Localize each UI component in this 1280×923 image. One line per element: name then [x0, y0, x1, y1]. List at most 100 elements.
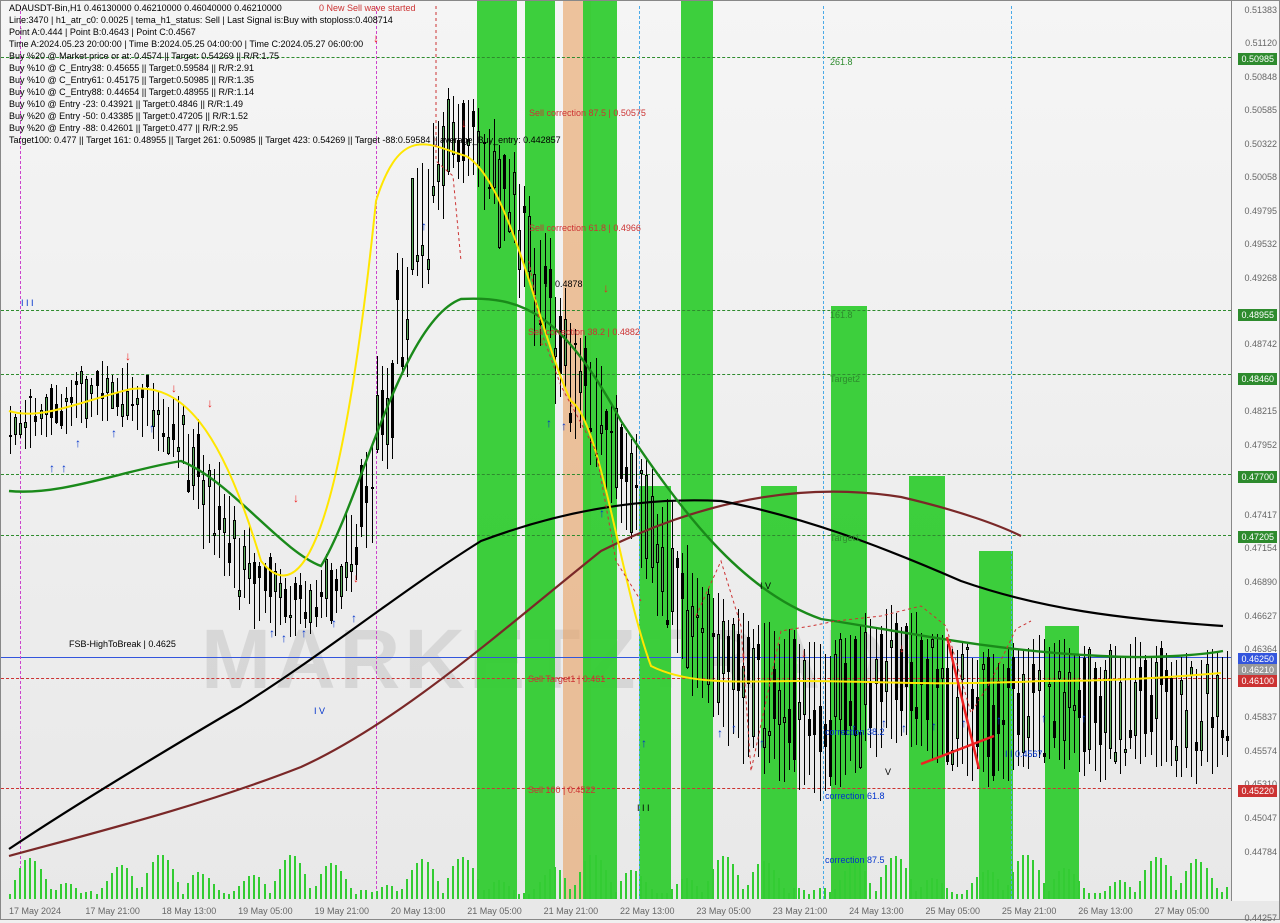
volume-bar	[757, 864, 759, 899]
green-zone	[681, 1, 713, 899]
volume-bar	[258, 877, 260, 899]
price-marker: 0.48955	[1238, 309, 1277, 321]
volume-bar	[854, 861, 856, 899]
volume-bar	[875, 891, 877, 899]
info-line: Buy %20 @ Market price or at: 0.4574 || …	[9, 51, 279, 61]
volume-bar	[1206, 868, 1208, 899]
volume-bar	[508, 886, 510, 899]
volume-bar	[997, 879, 999, 899]
volume-bar	[406, 879, 408, 899]
volume-bar	[859, 863, 861, 899]
volume-bar	[941, 883, 943, 899]
buy-arrow-icon: ↑	[269, 626, 275, 640]
yaxis-tick: 0.45047	[1244, 813, 1277, 823]
volume-bar	[971, 883, 973, 899]
xaxis-tick: 20 May 13:00	[391, 906, 446, 916]
green-zone	[831, 306, 867, 899]
volume-bar	[75, 888, 77, 899]
xaxis-tick: 25 May 21:00	[1002, 906, 1057, 916]
volume-bar	[335, 865, 337, 899]
chart-annotation: correction 38.2	[825, 727, 885, 737]
volume-bar	[635, 871, 637, 899]
volume-bar	[574, 885, 576, 899]
volume-bar	[793, 888, 795, 899]
volume-bar	[869, 883, 871, 899]
volume-bar	[202, 874, 204, 899]
wave-status: 0 New Sell wave started	[319, 3, 416, 13]
volume-bar	[437, 881, 439, 899]
volume-bar	[605, 870, 607, 899]
volume-bar	[315, 886, 317, 899]
volume-bar	[1109, 886, 1111, 899]
chart-container[interactable]: MARKETZTRADE ↑↑↑↑↑↑↑↑↑↑↑↑↑↑↑↑↑↑↑↑↑↑↑↑↑↑↓…	[0, 0, 1280, 920]
volume-bar	[946, 888, 948, 899]
yaxis-tick: 0.46627	[1244, 611, 1277, 621]
chart-annotation: Sell correction 61.8 | 0.4966	[529, 223, 641, 233]
volume-bar	[885, 865, 887, 899]
volume-bar	[564, 878, 566, 899]
volume-bar	[686, 878, 688, 899]
buy-arrow-icon: ↑	[731, 721, 737, 735]
volume-bar	[253, 875, 255, 899]
info-line: Time A:2024.05.23 20:00:00 | Time B:2024…	[9, 39, 363, 49]
volume-bar	[834, 889, 836, 899]
buy-arrow-icon: ↑	[996, 713, 1002, 727]
volume-bar	[350, 888, 352, 899]
volume-bar	[483, 890, 485, 899]
chart-annotation: I I 0.4567	[1005, 749, 1043, 759]
volume-bar	[391, 886, 393, 899]
buy-arrow-icon: ↑	[1041, 711, 1047, 725]
yaxis-tick: 0.49268	[1244, 273, 1277, 283]
price-marker: 0.45220	[1238, 785, 1277, 797]
volume-bar	[233, 891, 235, 899]
volume-bar	[111, 873, 113, 899]
info-line: Line:3470 | h1_atr_c0: 0.0025 | tema_h1_…	[9, 15, 393, 25]
chart-annotation: Sell correction 38.2 | 0.4882	[528, 327, 640, 337]
chart-annotation: correction 87.5	[825, 855, 885, 865]
volume-bar	[192, 875, 194, 899]
volume-bar	[554, 867, 556, 899]
yaxis-tick: 0.46890	[1244, 577, 1277, 587]
volume-bar	[503, 882, 505, 899]
volume-bar	[905, 868, 907, 899]
buy-arrow-icon: ↑	[931, 719, 937, 733]
buy-arrow-icon: ↑	[961, 716, 967, 730]
volume-bar	[630, 870, 632, 899]
volume-bar	[85, 892, 87, 899]
xaxis-tick: 26 May 13:00	[1078, 906, 1133, 916]
volume-bar	[625, 873, 627, 899]
volume-bar	[167, 860, 169, 899]
volume-bar	[243, 881, 245, 899]
volume-bar	[691, 880, 693, 899]
volume-bar	[1150, 861, 1152, 899]
volume-bar	[152, 862, 154, 899]
volume-bar	[320, 874, 322, 899]
v-line	[639, 6, 640, 899]
xaxis-tick: 22 May 13:00	[620, 906, 675, 916]
volume-bar	[172, 869, 174, 899]
volume-bar	[569, 889, 571, 899]
yaxis-tick: 0.47952	[1244, 440, 1277, 450]
volume-bar	[1017, 861, 1019, 899]
chart-annotation: I I 0.4878	[545, 279, 583, 289]
volume-bar	[416, 863, 418, 899]
volume-bar	[34, 861, 36, 899]
chart-annotation: Target1	[830, 533, 860, 543]
chart-annotation: FSB-HighToBreak | 0.4625	[69, 639, 176, 649]
yaxis-tick: 0.50848	[1244, 72, 1277, 82]
buy-arrow-icon: ↑	[717, 726, 723, 740]
volume-bar	[1226, 887, 1228, 899]
h-line	[1, 535, 1231, 536]
volume-bar	[90, 891, 92, 899]
volume-bar	[1170, 876, 1172, 899]
volume-bar	[162, 855, 164, 899]
volume-bar	[910, 879, 912, 899]
volume-bar	[101, 888, 103, 899]
volume-bar	[640, 876, 642, 899]
volume-bar	[1073, 874, 1075, 899]
volume-bar	[421, 859, 423, 899]
chart-annotation: 261.8	[830, 57, 853, 67]
volume-bar	[987, 870, 989, 899]
volume-bar	[681, 879, 683, 899]
volume-bar	[651, 889, 653, 899]
